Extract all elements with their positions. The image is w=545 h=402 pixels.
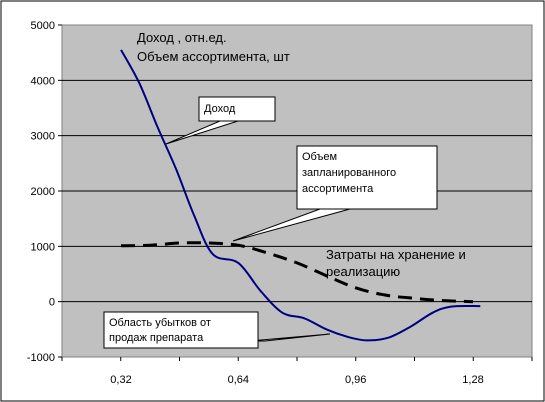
x-tick-label: 1,28 — [462, 374, 483, 386]
y-tick-label: -1000 — [27, 352, 55, 364]
callout-volume-text-1: Объем — [302, 151, 337, 163]
callout-loss: Область убытков от продаж препарата — [103, 311, 331, 349]
series-line-1 — [120, 49, 481, 342]
callout-volume-box — [296, 145, 438, 210]
series-line-2 — [120, 241, 474, 304]
x-axis: 0,32 0,64 0,96 1,28 — [61, 357, 533, 386]
callout-income: Доход — [165, 96, 276, 145]
y-tick-label: 5000 — [31, 20, 55, 32]
series-layer — [120, 49, 481, 342]
x-tick-label: 0,64 — [228, 374, 249, 386]
x-tick-label: 0,96 — [345, 374, 366, 386]
callout-income-box — [198, 96, 276, 122]
y-tick-label: 2000 — [31, 186, 55, 198]
annotation-costs-line1: Затраты на хранение и — [326, 247, 466, 262]
y-tick-label: 0 — [49, 297, 55, 309]
callout-loss-text-2: продаж препарата — [109, 332, 204, 344]
callout-volume: Объем запланированного ассортимента — [232, 145, 438, 242]
annotation-income-units: Доход , отн.ед. — [137, 30, 227, 45]
callout-loss-box — [103, 311, 259, 349]
x-tick-label: 0,32 — [110, 374, 131, 386]
y-tick-label: 4000 — [31, 75, 55, 87]
callout-volume-text-3: ассортимента — [302, 183, 374, 195]
y-tick-label: 1000 — [31, 241, 55, 253]
annotation-costs-line2: реализацию — [326, 264, 400, 279]
annotation-assortment-volume: Объем ассортимента, шт — [137, 49, 290, 64]
y-tick-label: 3000 — [31, 131, 55, 143]
callout-volume-text-2: запланированного — [302, 167, 396, 179]
callout-loss-text-1: Область убытков от — [109, 317, 211, 329]
y-axis: 5000 4000 3000 2000 1000 0 -1000 — [27, 20, 62, 364]
callout-income-text: Доход — [204, 103, 236, 115]
